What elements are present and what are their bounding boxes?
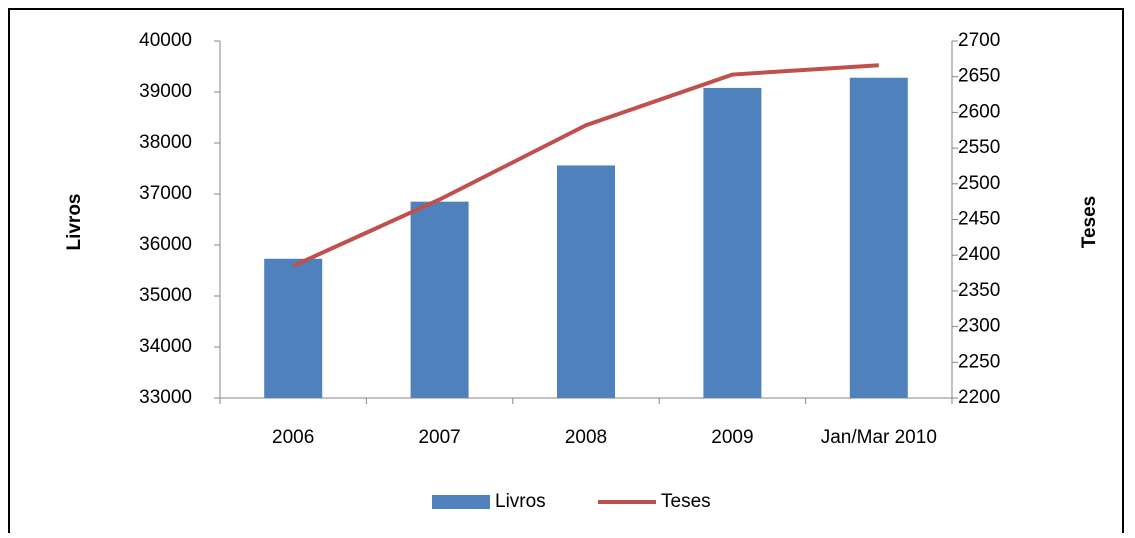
y2-tick-label: 2600 bbox=[958, 101, 1000, 122]
legend-label: Livros bbox=[495, 491, 546, 512]
y2-axis-title: Teses bbox=[1079, 196, 1100, 248]
y2-tick-label: 2250 bbox=[958, 351, 1000, 372]
x-tick-label: 2006 bbox=[272, 427, 314, 448]
bar bbox=[264, 258, 323, 398]
bar bbox=[703, 87, 762, 399]
legend-label: Teses bbox=[661, 491, 711, 512]
bar bbox=[410, 201, 469, 398]
y2-tick-label: 2550 bbox=[958, 137, 1000, 158]
legend-swatch bbox=[432, 495, 490, 509]
y2-tick-label: 2300 bbox=[958, 316, 1000, 337]
y2-tick-label: 2350 bbox=[958, 280, 1000, 301]
y-axis-title: Livros bbox=[64, 193, 85, 250]
bar bbox=[849, 77, 908, 398]
bar bbox=[557, 165, 615, 398]
x-tick-label: Jan/Mar 2010 bbox=[821, 427, 937, 448]
y2-tick-label: 2500 bbox=[958, 173, 1000, 194]
y2-tick-label: 2450 bbox=[958, 209, 1000, 230]
y-tick-label: 36000 bbox=[139, 234, 192, 255]
y-tick-label: 34000 bbox=[139, 336, 192, 357]
y-tick-label: 33000 bbox=[139, 387, 192, 408]
y2-tick-label: 2700 bbox=[958, 30, 1000, 51]
x-tick-label: 2009 bbox=[711, 427, 753, 448]
y2-tick-label: 2200 bbox=[958, 387, 1000, 408]
frame bbox=[8, 8, 1124, 538]
y2-tick-label: 2650 bbox=[958, 66, 1000, 87]
y-tick-label: 40000 bbox=[139, 30, 192, 51]
x-tick-label: 2007 bbox=[418, 427, 460, 448]
y-tick-label: 35000 bbox=[139, 285, 192, 306]
x-tick-label: 2008 bbox=[565, 427, 607, 448]
y-tick-label: 37000 bbox=[139, 183, 192, 204]
y-tick-label: 38000 bbox=[139, 132, 192, 153]
line bbox=[292, 63, 879, 268]
y2-tick-label: 2400 bbox=[958, 244, 1000, 265]
y-tick-label: 39000 bbox=[139, 81, 192, 102]
